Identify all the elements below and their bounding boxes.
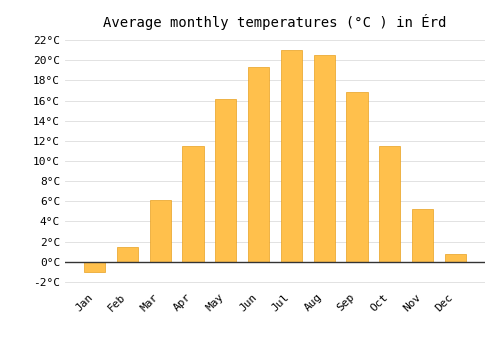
Bar xyxy=(379,146,400,262)
Bar xyxy=(346,92,368,262)
Title: Average monthly temperatures (°C ) in Érd: Average monthly temperatures (°C ) in Ér… xyxy=(104,14,446,30)
Bar xyxy=(412,209,433,262)
Bar xyxy=(444,254,466,262)
Bar xyxy=(84,262,106,272)
Bar xyxy=(150,200,171,262)
Bar xyxy=(314,55,335,262)
Bar xyxy=(215,98,236,262)
Bar xyxy=(248,67,270,262)
Bar xyxy=(280,50,302,262)
Bar xyxy=(117,247,138,262)
Bar xyxy=(182,146,204,262)
